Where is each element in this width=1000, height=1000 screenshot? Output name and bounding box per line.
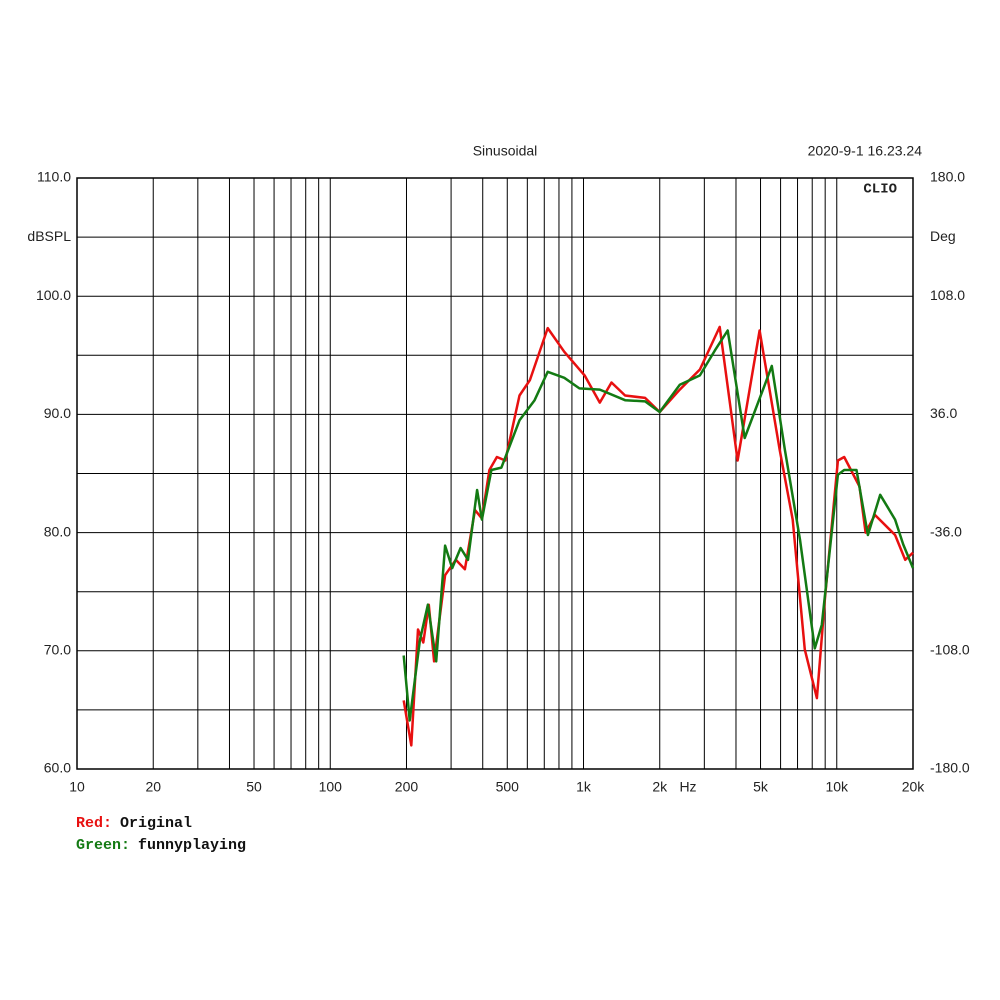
chart-title: Sinusoidal xyxy=(473,143,538,159)
y2-tick-label: 36.0 xyxy=(930,405,957,421)
x-tick-label: 10 xyxy=(69,779,85,795)
y-tick-label: 110.0 xyxy=(37,169,71,185)
annotation: CLIO xyxy=(863,182,897,198)
legend-entry: Green: funnyplaying xyxy=(76,837,246,854)
y-tick-label: 60.0 xyxy=(44,760,71,776)
legend-name: Original xyxy=(120,815,192,832)
x-tick-label: 5k xyxy=(753,779,769,795)
legend-color: Green: xyxy=(76,837,130,854)
y-tick-label: 100.0 xyxy=(36,287,71,303)
x-tick-label: 1k xyxy=(576,779,592,795)
y2-tick-label: -108.0 xyxy=(930,642,970,658)
legend-entry: Red: Original xyxy=(76,815,192,832)
y2-tick-label: 108.0 xyxy=(930,287,965,303)
y-tick-label: 70.0 xyxy=(44,642,71,658)
x-tick-label: 10k xyxy=(825,779,849,795)
timestamp: 2020-9-1 16.23.24 xyxy=(808,143,923,159)
y2-tick-label: -36.0 xyxy=(930,523,962,539)
x-tick-label: 100 xyxy=(319,779,343,795)
x-tick-label: 20 xyxy=(145,779,161,795)
x-tick-label: 200 xyxy=(395,779,419,795)
x-tick-label: 20k xyxy=(902,779,926,795)
y2-axis-label: Deg xyxy=(930,228,956,244)
y-axis-label: dBSPL xyxy=(27,228,71,244)
y-tick-label: 90.0 xyxy=(44,405,71,421)
y2-tick-label: -180.0 xyxy=(930,760,970,776)
y2-tick-label: 180.0 xyxy=(930,169,965,185)
y-tick-label: 80.0 xyxy=(44,523,71,539)
x-axis-label: Hz xyxy=(679,779,696,795)
line-series xyxy=(402,329,915,722)
legend-name: funnyplaying xyxy=(138,837,246,854)
x-tick-label: 500 xyxy=(496,779,520,795)
x-tick-label: 2k xyxy=(652,779,668,795)
legend-color: Red: xyxy=(76,815,112,832)
x-tick-label: 50 xyxy=(246,779,262,795)
plot-frame xyxy=(76,177,914,770)
